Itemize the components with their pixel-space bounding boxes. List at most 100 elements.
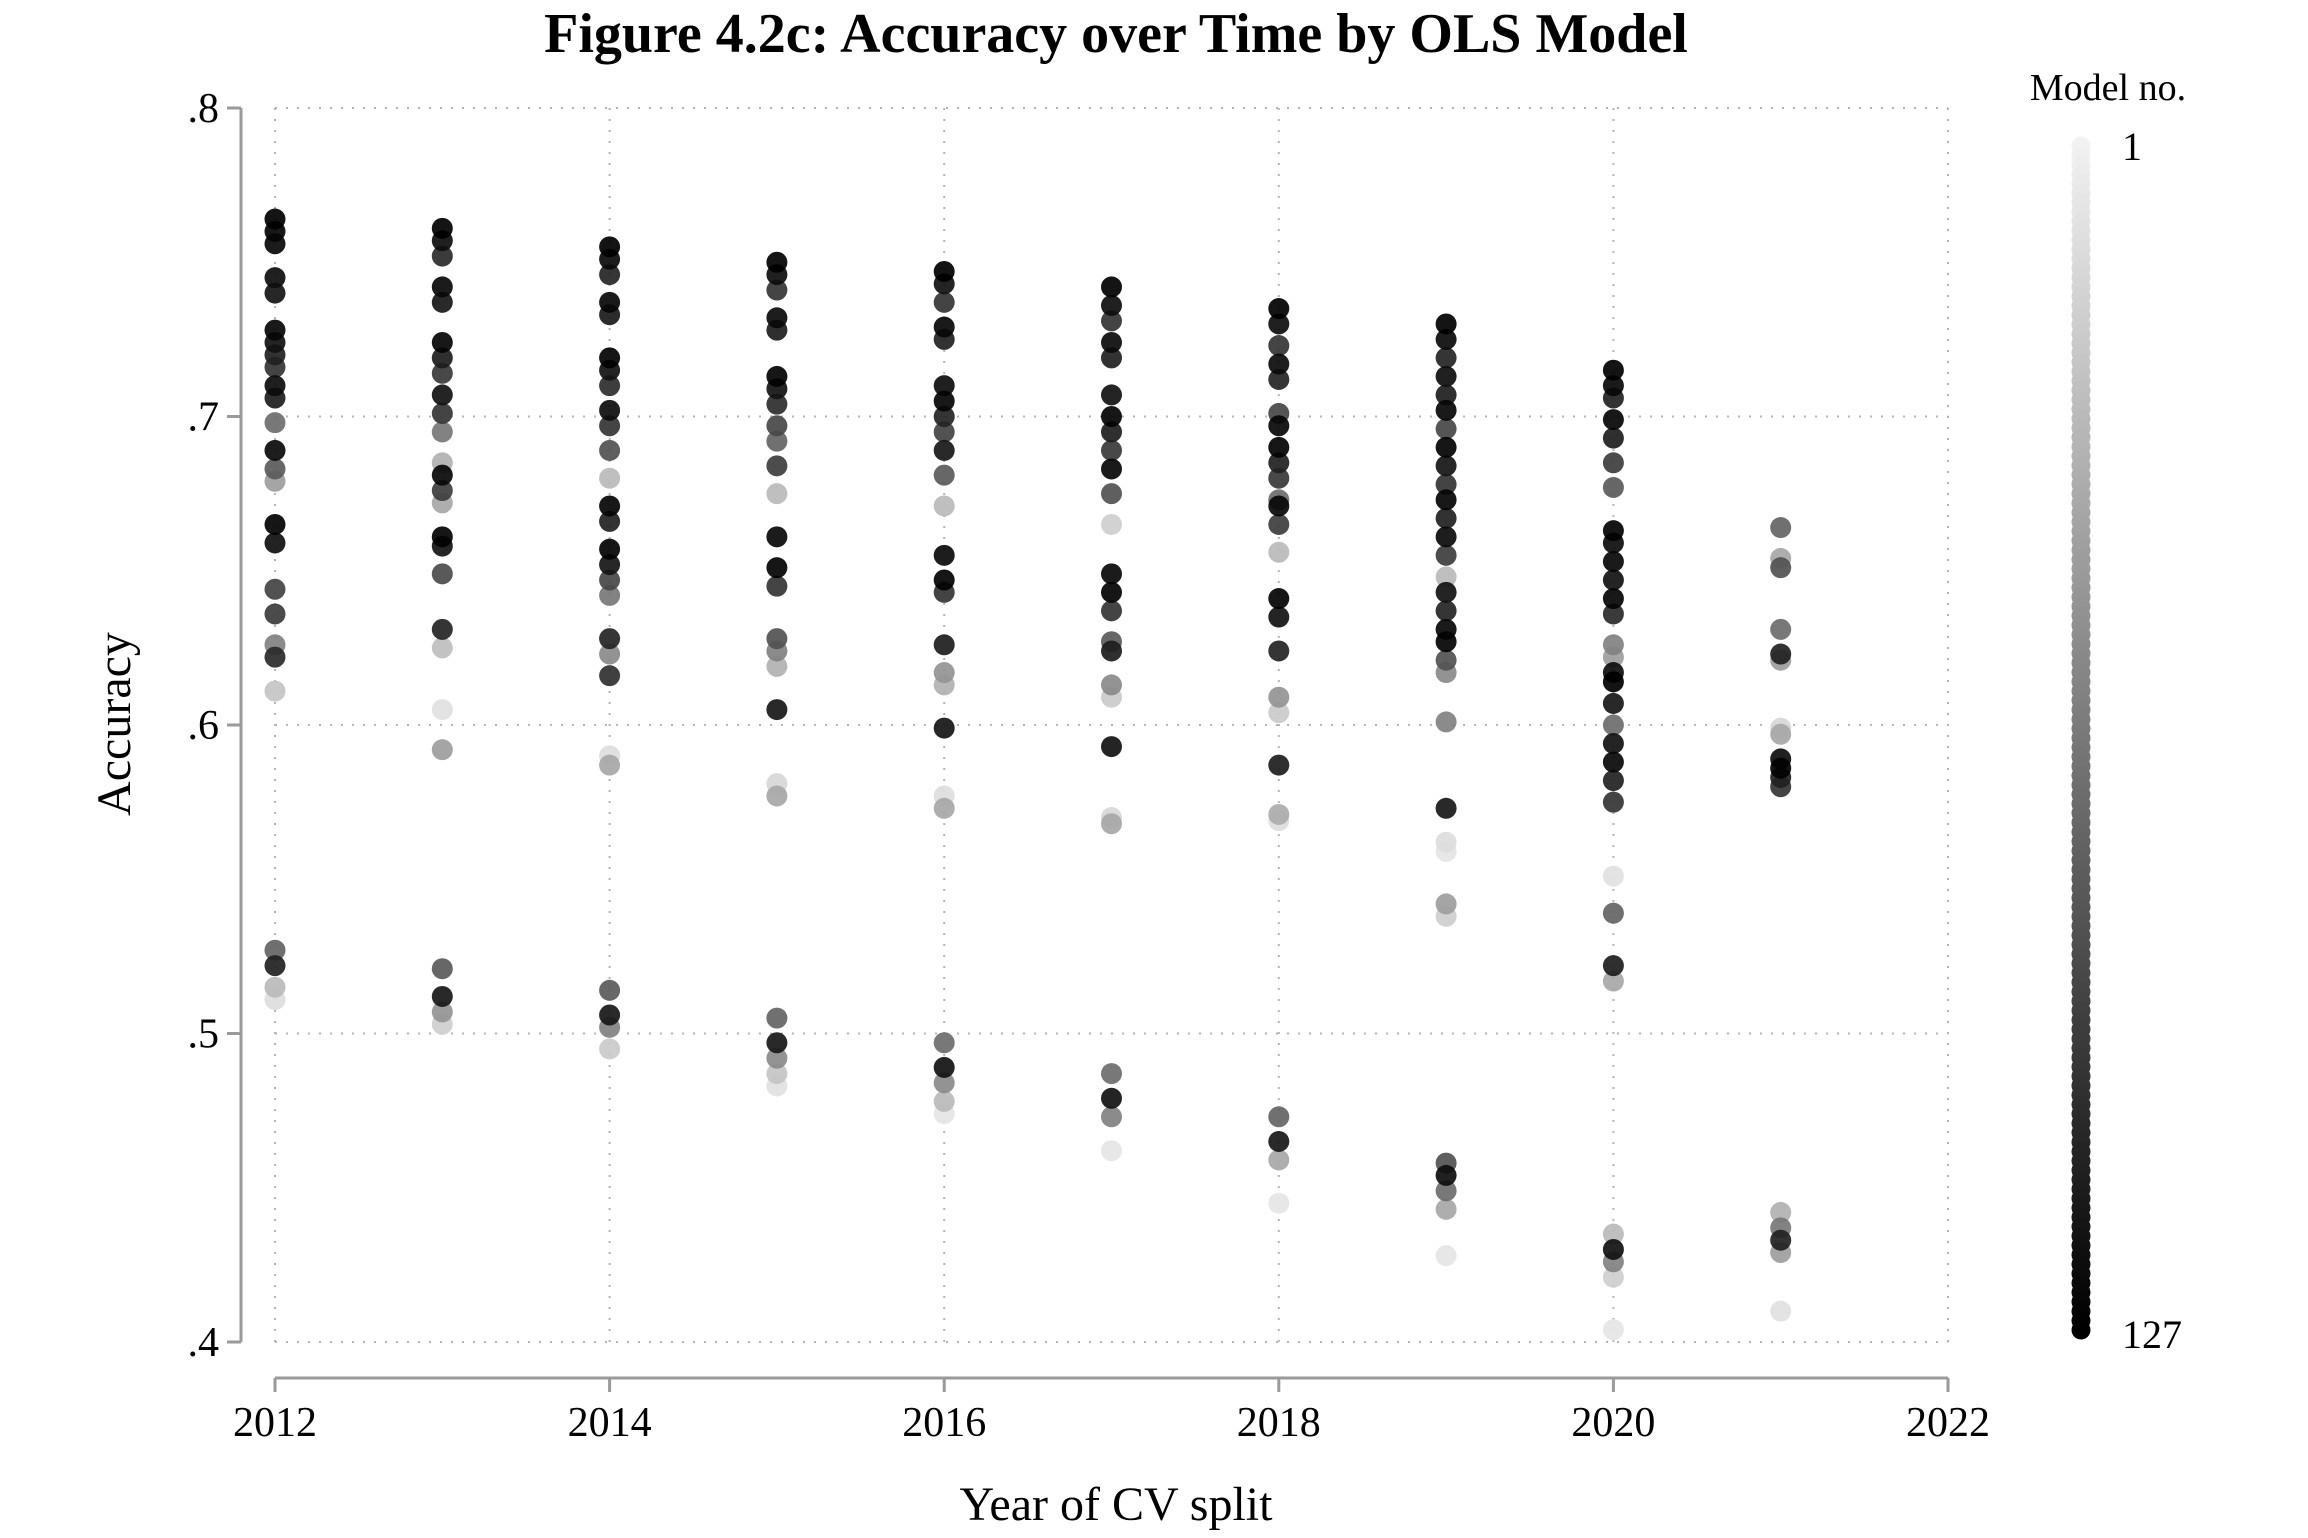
scatter-point <box>1101 640 1122 662</box>
scatter-point <box>1268 415 1290 437</box>
scatter-point <box>1435 418 1457 440</box>
scatter-point <box>1435 893 1457 915</box>
y-axis-title: Accuracy <box>88 632 141 816</box>
scatter-point <box>599 264 621 286</box>
scatter-point <box>1101 674 1122 696</box>
scatter-point <box>933 634 955 656</box>
scatter-point <box>1602 1223 1624 1245</box>
x-axis-title: Year of CV split <box>960 1478 1274 1531</box>
legend-color-ramp <box>2071 136 2091 1340</box>
scatter-point <box>264 458 286 480</box>
scatter-point <box>766 279 788 301</box>
scatter-point <box>1268 298 1290 320</box>
legend-max-label: 127 <box>2122 1312 2182 1357</box>
scatter-point <box>1435 473 1457 495</box>
scatter-point <box>1435 399 1457 421</box>
scatter-point <box>766 628 788 650</box>
scatter-point <box>599 291 621 313</box>
y-tick-label: .4 <box>188 1320 220 1366</box>
scatter-point <box>933 375 955 397</box>
scatter-point <box>1770 557 1792 579</box>
scatter-point <box>1435 581 1457 603</box>
scatter-point <box>766 393 788 415</box>
scatter-point <box>1602 970 1624 992</box>
scatter-point <box>1101 1140 1122 1162</box>
scatter-point <box>1268 1130 1290 1152</box>
scatter-point <box>1435 347 1457 369</box>
x-tick-label: 2016 <box>902 1400 986 1446</box>
scatter-point <box>1602 634 1624 656</box>
scatter-point <box>431 245 453 267</box>
scatter-point <box>431 276 453 298</box>
scatter-point <box>1602 452 1624 474</box>
scatter-point <box>431 618 453 640</box>
scatter-point <box>1602 550 1624 572</box>
scatter-point <box>1770 1300 1792 1322</box>
scatter-point <box>1770 757 1792 779</box>
x-tick-label: 2022 <box>1906 1400 1990 1446</box>
scatter-point <box>431 291 453 313</box>
scatter-point <box>1435 455 1457 477</box>
scatter-point <box>1268 452 1290 474</box>
scatter-point <box>766 699 788 721</box>
scatter-point <box>1435 566 1457 588</box>
scatter-point <box>1101 406 1122 427</box>
scatter-point <box>1268 368 1290 390</box>
scatter-point <box>599 754 621 776</box>
scatter-point <box>1435 384 1457 406</box>
scatter-point <box>1602 733 1624 755</box>
scatter-point <box>1435 1180 1457 1202</box>
scatter-point <box>1602 865 1624 887</box>
y-tick-label: .7 <box>188 395 220 441</box>
scatter-point <box>1101 347 1122 369</box>
scatter-point <box>599 415 621 437</box>
scatter-point <box>1435 631 1457 653</box>
scatter-point <box>933 662 955 684</box>
scatter-point <box>1770 723 1792 745</box>
scatter-point <box>1101 331 1122 353</box>
scatter-point <box>1435 711 1457 733</box>
scatter-point <box>933 1090 955 1112</box>
scatter-point <box>1435 649 1457 671</box>
scatter-point <box>1602 1319 1624 1341</box>
scatter-point <box>933 464 955 486</box>
scatter-point <box>1268 588 1290 610</box>
scatter-point <box>264 319 286 341</box>
scatter-point <box>264 939 286 961</box>
scatter-point <box>264 208 286 230</box>
scatter-point <box>431 421 453 443</box>
scatter-point <box>264 375 286 397</box>
scatter-point <box>766 1063 788 1085</box>
scatter-point <box>1101 384 1122 406</box>
scatter-point <box>1602 520 1624 542</box>
legend-ramp-dot <box>2071 1320 2091 1340</box>
scatter-point <box>1602 671 1624 693</box>
scatter-point <box>1268 495 1290 517</box>
scatter-point <box>431 464 453 486</box>
scatter-point <box>1435 797 1457 819</box>
scatter-point <box>1101 458 1122 480</box>
scatter-point <box>599 569 621 591</box>
scatter-point <box>1101 813 1122 835</box>
scatter-points <box>264 208 1792 1341</box>
scatter-point <box>1770 643 1792 665</box>
scatter-point <box>599 399 621 421</box>
scatter-point <box>599 439 621 461</box>
scatter-point <box>766 1032 788 1054</box>
scatter-point <box>1268 702 1290 724</box>
scatter-point <box>1435 600 1457 622</box>
scatter-point <box>766 455 788 477</box>
scatter-point <box>599 1038 621 1060</box>
scatter-point <box>1435 544 1457 566</box>
scatter-point <box>1602 476 1624 498</box>
scatter-point <box>933 1032 955 1054</box>
scatter-point <box>1268 803 1290 825</box>
scatter-point <box>933 495 955 517</box>
scatter-point <box>431 563 453 585</box>
scatter-point <box>264 680 286 702</box>
scatter-point <box>1101 600 1122 622</box>
scatter-point <box>264 267 286 289</box>
scatter-point <box>1268 754 1290 776</box>
scatter-point <box>1602 692 1624 714</box>
